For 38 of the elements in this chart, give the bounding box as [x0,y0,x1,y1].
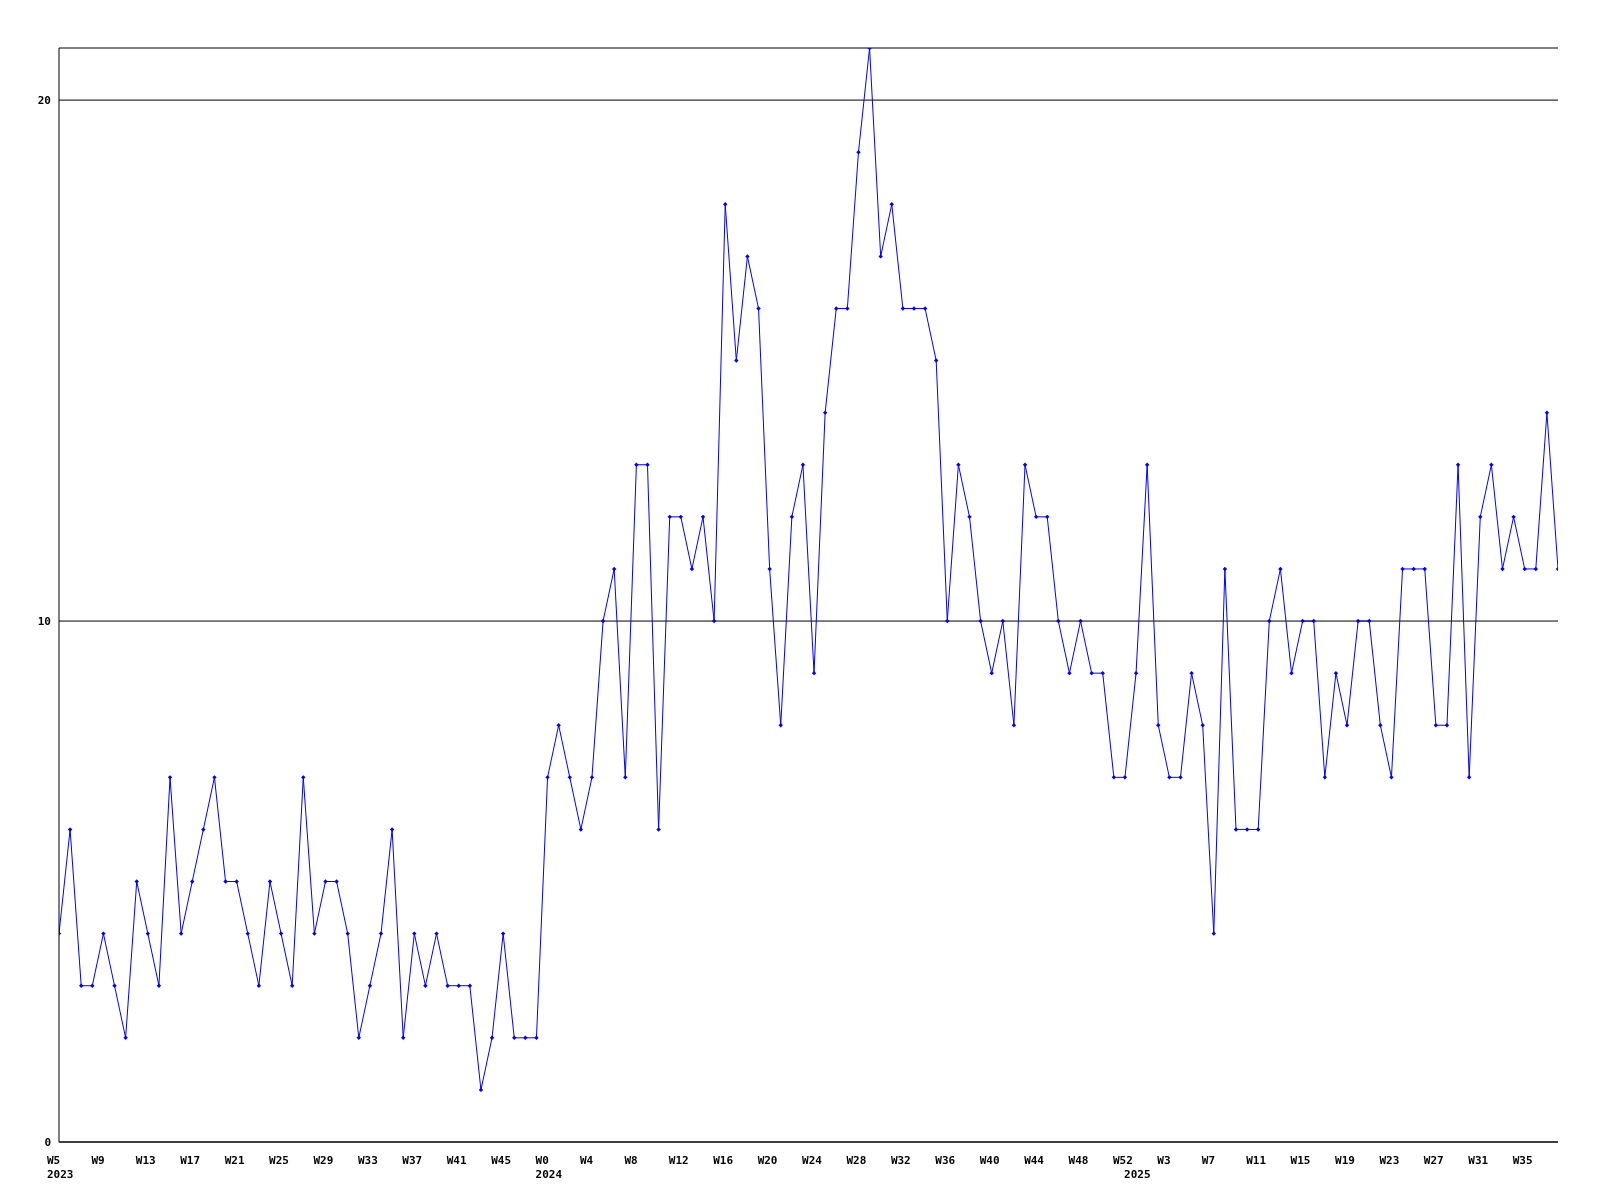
x-tick-label: W12 [668,1154,689,1167]
x-tick-label: W25 [269,1154,289,1167]
x-tick-label: W52 [1112,1154,1133,1167]
x-tick-label: W20 [757,1154,778,1167]
x-tick-label: W28 [846,1154,867,1167]
x-tick-label: W7 [1201,1154,1216,1167]
y-tick-label: 20 [37,94,51,107]
x-tick-label: W33 [357,1154,378,1167]
x-tick-label: W31 [1468,1154,1489,1167]
x-tick-label: W27 [1423,1154,1444,1167]
x-tick-label: W40 [979,1154,1000,1167]
x-tick-label: W37 [402,1154,423,1167]
x-tick-label: W45 [491,1154,512,1167]
x-tick-label: W4 [579,1154,594,1167]
x-tick-label: W15 [1290,1154,1311,1167]
x-tick-label: W9 [91,1154,105,1167]
x-tick-label: W16 [713,1154,734,1167]
x-tick-label: W23 [1379,1154,1400,1167]
x-tick-label: 2025 [1124,1168,1151,1181]
x-tick-label: W0 2024 [535,1154,563,1181]
x-tick-label: W13 [135,1154,156,1167]
x-tick-label: W32 [890,1154,911,1167]
x-tick-label: W11 [1246,1154,1267,1167]
x-tick-label: W29 [313,1154,334,1167]
x-tick-label: W8 [624,1154,638,1167]
x-tick-label: W44 [1024,1154,1045,1167]
x-tick-label: W24 [802,1154,823,1167]
x-tick-label: W17 [180,1154,201,1167]
x-tick-label: W41 [446,1154,467,1167]
x-tick-label: W35 [1512,1154,1533,1167]
x-tick-label: W5 2023 [47,1154,74,1181]
x-tick-label: W3 [1157,1154,1171,1167]
y-tick-label: 10 [37,614,51,628]
x-tick-label: W36 [935,1154,956,1167]
y-tick-label: 0 [44,1135,51,1149]
x-tick-label: W21 [224,1154,245,1167]
x-tick-label: W19 [1335,1154,1355,1167]
x-tick-label: W48 [1068,1154,1089,1167]
